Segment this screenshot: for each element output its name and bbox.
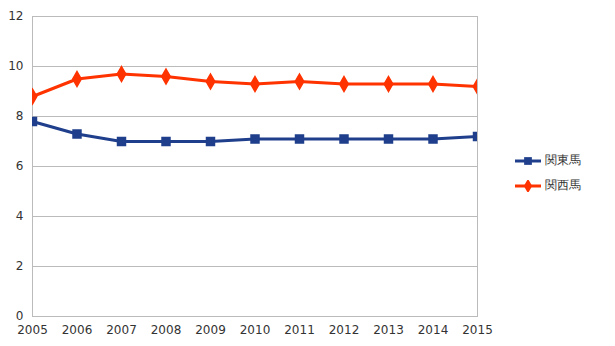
svg-text:2007: 2007 — [106, 323, 137, 337]
svg-text:4: 4 — [16, 209, 24, 223]
svg-text:0: 0 — [16, 309, 24, 323]
svg-text:2010: 2010 — [240, 323, 271, 337]
svg-text:2: 2 — [16, 259, 24, 273]
svg-text:2005: 2005 — [17, 323, 48, 337]
svg-text:6: 6 — [16, 159, 24, 173]
svg-text:2012: 2012 — [329, 323, 360, 337]
svg-text:2013: 2013 — [373, 323, 404, 337]
svg-text:2006: 2006 — [62, 323, 93, 337]
svg-text:2009: 2009 — [195, 323, 226, 337]
html-text:関西馬: 関西馬 — [545, 178, 581, 192]
svg-text:2014: 2014 — [418, 323, 449, 337]
svg-text:10: 10 — [8, 59, 23, 73]
svg-text:2011: 2011 — [284, 323, 315, 337]
html-text:関東馬: 関東馬 — [545, 153, 581, 167]
svg-text:2008: 2008 — [151, 323, 182, 337]
svg-text:12: 12 — [8, 9, 23, 23]
svg-text:2015: 2015 — [462, 323, 493, 337]
svg-text:8: 8 — [16, 109, 24, 123]
